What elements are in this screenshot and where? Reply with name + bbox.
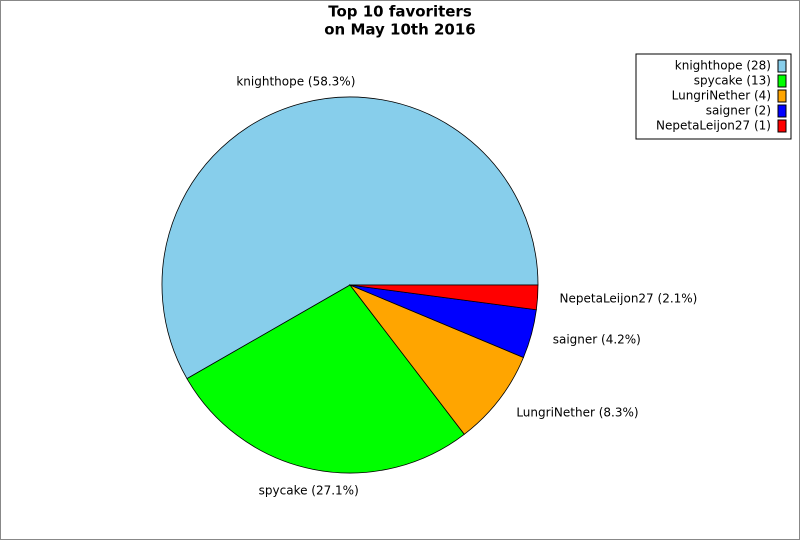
pie-slice — [186, 284, 465, 474]
legend-swatch — [777, 119, 787, 133]
legend-swatch — [777, 89, 787, 103]
pie-slice — [348, 284, 524, 435]
slice-label: NepetaLeijon27 (2.1%) — [560, 291, 698, 305]
slice-label: knighthope (58.3%) — [236, 75, 355, 89]
legend-label: NepetaLeijon27 (1) — [656, 119, 771, 133]
legend-label: knighthope (28) — [675, 59, 771, 73]
slice-label: spycake (27.1%) — [259, 483, 359, 497]
slice-label: LungriNether (8.3%) — [516, 406, 638, 420]
legend-box — [635, 53, 792, 140]
legend-label: spycake (13) — [694, 74, 771, 88]
chart-title: Top 10 favoriters — [328, 3, 472, 21]
pie: knighthope (58.3%) spycake (27.1%) LungriN… — [161, 75, 698, 497]
pie-slice — [349, 284, 539, 311]
legend-swatch — [777, 74, 787, 88]
legend-swatch — [777, 104, 787, 118]
chart-subtitle: on May 10th 2016 — [324, 21, 476, 39]
legend: knighthope (28)spycake (13)LungriNether … — [635, 53, 792, 140]
legend-label: LungriNether (4) — [672, 89, 771, 103]
slice-label: saigner (4.2%) — [553, 332, 641, 346]
legend-label: saigner (2) — [706, 104, 771, 118]
legend-swatch — [777, 59, 787, 73]
pie-slice — [161, 96, 539, 380]
